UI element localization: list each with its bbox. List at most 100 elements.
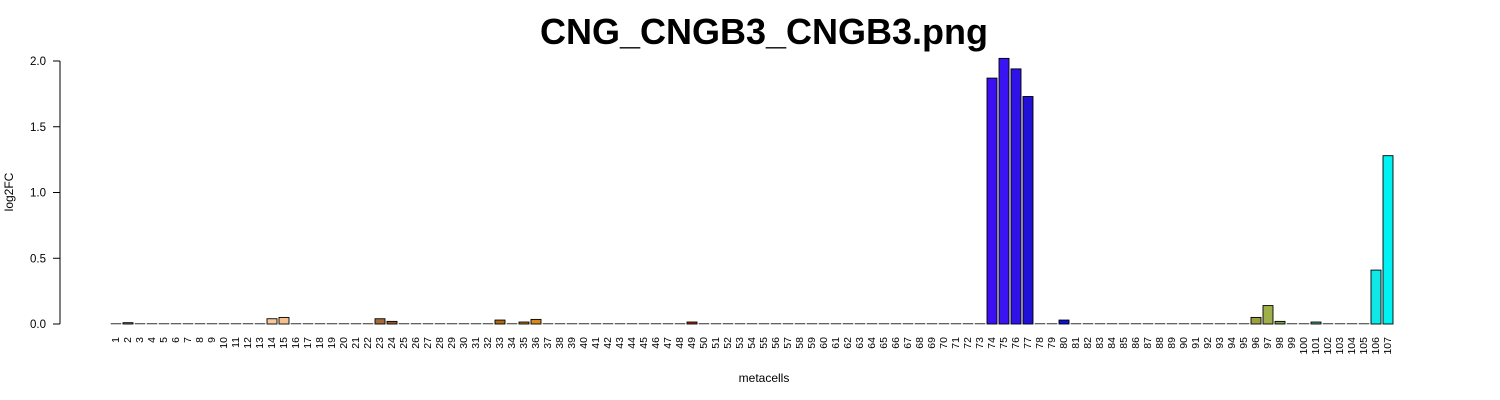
bar-48 <box>674 323 686 325</box>
bar-10 <box>218 323 230 325</box>
x-tick-label-26: 26 <box>410 337 422 349</box>
bars-group <box>110 57 1394 325</box>
x-tick-label-75: 75 <box>998 337 1010 349</box>
x-tick-label-72: 72 <box>962 337 974 349</box>
bar-88 <box>1154 323 1166 325</box>
x-tick-label-17: 17 <box>302 337 314 349</box>
x-tick-label-91: 91 <box>1190 337 1202 349</box>
bar-100 <box>1298 323 1310 325</box>
x-tick-label-86: 86 <box>1130 337 1142 349</box>
x-tick-label-99: 99 <box>1286 337 1298 349</box>
x-tick-label-95: 95 <box>1238 337 1250 349</box>
bar-2 <box>122 322 134 325</box>
bar-68 <box>914 323 926 325</box>
x-tick-label-16: 16 <box>290 337 302 349</box>
bar-72 <box>962 323 974 325</box>
x-tick-label-22: 22 <box>362 337 374 349</box>
x-tick-label-50: 50 <box>698 337 710 349</box>
x-tick-label-68: 68 <box>914 337 926 349</box>
bar-34 <box>506 323 518 325</box>
bar-76 <box>1010 68 1022 325</box>
bar-63 <box>854 323 866 325</box>
bar-56 <box>770 323 782 325</box>
y-tick-label: 1.0 <box>30 188 46 200</box>
x-tick-label-31: 31 <box>470 337 482 349</box>
x-tick-label-53: 53 <box>734 337 746 349</box>
bar-45 <box>638 323 650 325</box>
x-tick-label-3: 3 <box>134 337 146 343</box>
bar-98 <box>1274 320 1286 325</box>
bar-105 <box>1358 323 1370 325</box>
x-tick-label-27: 27 <box>422 337 434 349</box>
x-tick-label-59: 59 <box>806 337 818 349</box>
bar-51 <box>710 323 722 325</box>
bar-23 <box>374 318 386 325</box>
x-tick-label-98: 98 <box>1274 337 1286 349</box>
bar-69 <box>926 323 938 325</box>
bar-60 <box>818 323 830 325</box>
x-tick-label-87: 87 <box>1142 337 1154 349</box>
x-tick-label-46: 46 <box>650 337 662 349</box>
x-tick-label-55: 55 <box>758 337 770 349</box>
x-tick-label-60: 60 <box>818 337 830 349</box>
bar-38 <box>554 323 566 325</box>
bar-44 <box>626 323 638 325</box>
x-tick-label-76: 76 <box>1010 337 1022 349</box>
x-tick-label-51: 51 <box>710 337 722 349</box>
x-tick-label-48: 48 <box>674 337 686 349</box>
x-tick-label-41: 41 <box>590 337 602 349</box>
x-tick-label-34: 34 <box>506 337 518 349</box>
y-tick-label: 2.0 <box>30 56 46 68</box>
x-tick-label-57: 57 <box>782 337 794 349</box>
x-tick-label-69: 69 <box>926 337 938 349</box>
x-tick-label-67: 67 <box>902 337 914 349</box>
bar-103 <box>1334 323 1346 325</box>
bar-5 <box>158 323 170 325</box>
bar-92 <box>1202 323 1214 325</box>
bar-46 <box>650 323 662 325</box>
x-tick-label-37: 37 <box>542 337 554 349</box>
x-tick-label-56: 56 <box>770 337 782 349</box>
x-tick-label-104: 104 <box>1346 337 1358 355</box>
x-tick-label-44: 44 <box>626 337 638 349</box>
bar-50 <box>698 323 710 325</box>
x-tick-label-29: 29 <box>446 337 458 349</box>
bar-36 <box>530 318 542 325</box>
x-tick-label-105: 105 <box>1358 337 1370 355</box>
x-tick-label-90: 90 <box>1178 337 1190 349</box>
bar-28 <box>434 323 446 325</box>
bar-73 <box>974 323 986 325</box>
bar-106 <box>1370 269 1382 325</box>
bar-107 <box>1382 155 1394 325</box>
bar-29 <box>446 323 458 325</box>
bar-54 <box>746 323 758 325</box>
x-tick-label-88: 88 <box>1154 337 1166 349</box>
bar-66 <box>890 323 902 325</box>
x-tick-label-49: 49 <box>686 337 698 349</box>
x-tick-label-24: 24 <box>386 337 398 349</box>
x-tick-label-78: 78 <box>1034 337 1046 349</box>
bar-89 <box>1166 323 1178 325</box>
x-tick-label-6: 6 <box>170 337 182 343</box>
bar-99 <box>1286 323 1298 325</box>
x-tick-label-102: 102 <box>1322 337 1334 355</box>
x-tick-label-82: 82 <box>1082 337 1094 349</box>
y-tick-label: 1.5 <box>30 122 46 134</box>
bar-3 <box>134 323 146 325</box>
bar-57 <box>782 323 794 325</box>
x-tick-label-25: 25 <box>398 337 410 349</box>
x-tick-label-13: 13 <box>254 337 266 349</box>
x-tick-label-15: 15 <box>278 337 290 349</box>
x-tick-label-81: 81 <box>1070 337 1082 349</box>
x-tick-label-5: 5 <box>158 337 170 343</box>
bar-78 <box>1034 323 1046 325</box>
bar-33 <box>494 319 506 325</box>
bar-91 <box>1190 323 1202 325</box>
bar-26 <box>410 323 422 325</box>
y-tick-label: 0.5 <box>30 253 46 265</box>
bar-49 <box>686 321 698 325</box>
bar-37 <box>542 323 554 325</box>
x-tick-label-89: 89 <box>1166 337 1178 349</box>
bar-41 <box>590 323 602 325</box>
